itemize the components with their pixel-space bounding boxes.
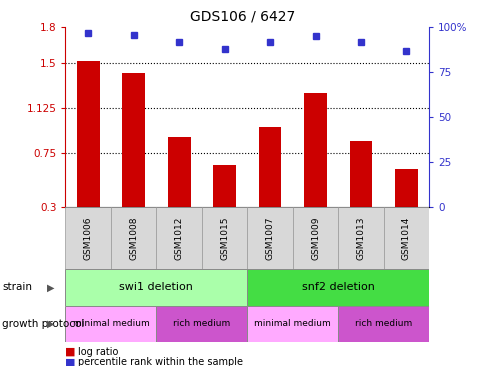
Text: snf2 deletion: snf2 deletion [301,282,374,292]
Bar [247,306,338,342]
Bar [65,306,156,342]
Text: GSM1009: GSM1009 [310,216,319,259]
Bar [349,141,372,207]
Bar [247,269,428,306]
Text: minimal medium: minimal medium [254,320,331,328]
Text: log ratio: log ratio [77,347,118,357]
Text: rich medium: rich medium [354,320,411,328]
Text: GSM1014: GSM1014 [401,216,410,259]
Bar [65,207,111,269]
Text: ■: ■ [65,357,76,366]
Bar [394,168,417,207]
Bar [111,207,156,269]
Text: GSM1015: GSM1015 [220,216,228,259]
Bar [213,165,236,207]
Bar [292,207,338,269]
Text: ▶: ▶ [47,282,55,292]
Text: swi1 deletion: swi1 deletion [119,282,193,292]
Bar [156,306,247,342]
Text: GSM1012: GSM1012 [174,216,183,259]
Text: ■: ■ [65,347,76,357]
Bar [338,207,383,269]
Bar [122,73,145,207]
Text: rich medium: rich medium [173,320,230,328]
Bar [258,127,281,207]
Bar [65,269,247,306]
Text: strain: strain [2,282,32,292]
Text: GSM1013: GSM1013 [356,216,365,259]
Bar [338,306,428,342]
Bar [156,207,201,269]
Text: percentile rank within the sample: percentile rank within the sample [77,357,242,366]
Bar [383,207,428,269]
Bar [303,93,326,207]
Text: GSM1006: GSM1006 [84,216,92,259]
Text: GSM1007: GSM1007 [265,216,274,259]
Bar [76,61,99,207]
Text: minimal medium: minimal medium [73,320,149,328]
Bar [201,207,247,269]
Bar [167,138,190,207]
Text: GSM1008: GSM1008 [129,216,138,259]
Text: growth protocol: growth protocol [2,319,85,329]
Bar [247,207,292,269]
Text: GDS106 / 6427: GDS106 / 6427 [189,9,295,23]
Text: ▶: ▶ [47,319,55,329]
